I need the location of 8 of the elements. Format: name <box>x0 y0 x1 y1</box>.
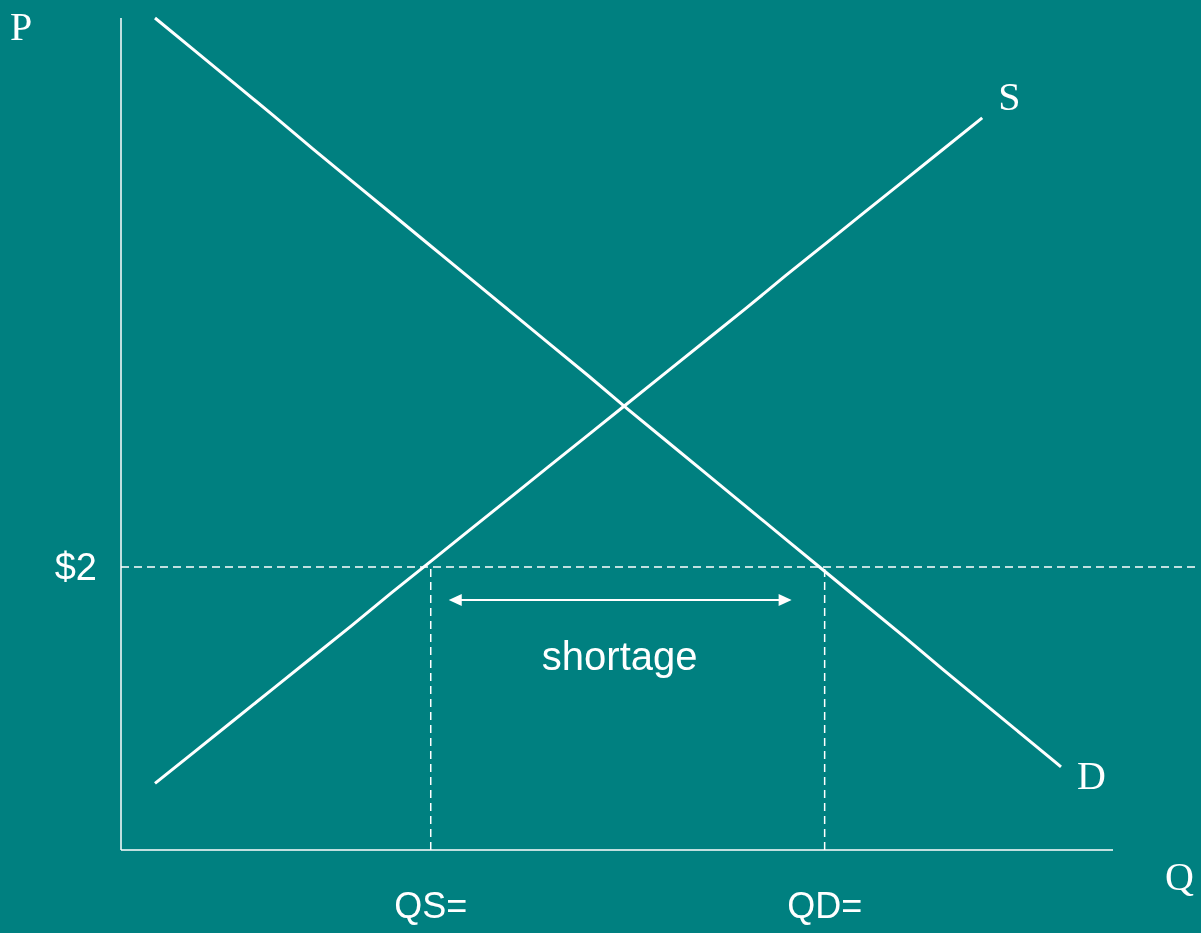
x-tick-label: QD= <box>787 885 863 926</box>
series-label: D <box>1077 752 1106 798</box>
text: $2 <box>54 546 97 589</box>
x-axis-title: Q <box>1165 854 1194 899</box>
y-axis-title: P <box>10 4 33 49</box>
annotation: shortage <box>541 634 698 679</box>
series-label: S <box>998 73 1021 119</box>
x-tick-label: QS= <box>394 885 468 926</box>
